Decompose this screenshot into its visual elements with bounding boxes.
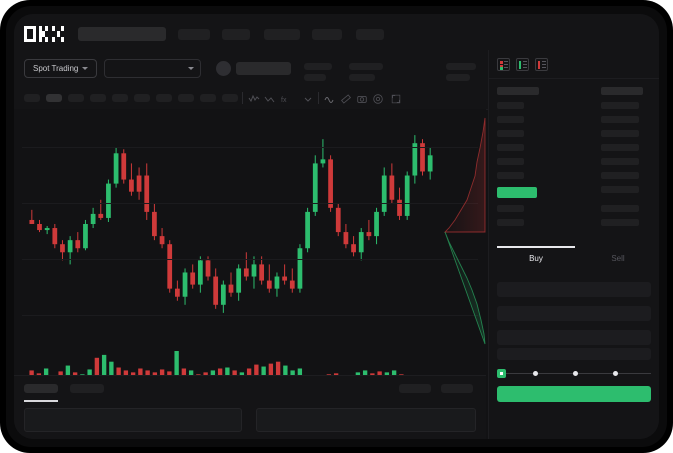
orderbook-right-row[interactable]: [601, 144, 639, 151]
nav-item-2[interactable]: [222, 29, 250, 40]
bottom-tab-active-indicator: [24, 400, 58, 402]
timeframe-1[interactable]: [24, 94, 40, 102]
orderbook-right-row[interactable]: [601, 130, 639, 137]
slider-stop-50[interactable]: [573, 370, 578, 376]
orderbook-mode-group: [497, 58, 548, 71]
order-type-field[interactable]: [497, 282, 651, 297]
orderbook-bid-row[interactable]: [497, 219, 524, 226]
orderbook-ask-row[interactable]: [497, 158, 524, 165]
orderbook-right-row[interactable]: [601, 186, 639, 193]
timeframe-9[interactable]: [200, 94, 216, 102]
amount-percent-slider[interactable]: [497, 368, 651, 378]
orderbook-ask-row[interactable]: [497, 116, 524, 123]
fullscreen-icon[interactable]: [390, 92, 402, 104]
toolbar-divider: [242, 92, 243, 104]
timeframe-10[interactable]: [222, 94, 238, 102]
candlestick-icon[interactable]: [248, 92, 260, 104]
stat-24h-change-sub: [349, 74, 375, 81]
slider-handle[interactable]: [497, 369, 506, 378]
depth-chart-overlay: [439, 114, 486, 346]
stat-24h-high-sub: [446, 74, 470, 81]
trading-pair-select[interactable]: [104, 59, 201, 78]
orderbook-right-row[interactable]: [601, 116, 639, 123]
bottom-panel: [14, 375, 486, 439]
chevron-down-icon[interactable]: [302, 92, 314, 104]
orderbook-mode-bids[interactable]: [516, 58, 529, 71]
orderbook-right-row[interactable]: [601, 158, 639, 165]
coin-avatar: [216, 61, 231, 76]
orderbook-and-order-form: Buy Sell: [488, 50, 659, 439]
device-bezel: Spot Trading: [6, 6, 667, 447]
candlestick-chart[interactable]: [14, 109, 486, 339]
timeframe-5[interactable]: [112, 94, 128, 102]
tab-buy[interactable]: Buy: [529, 254, 543, 263]
chevron-down-icon: [188, 67, 194, 70]
order-tab-active-indicator: [497, 246, 575, 248]
global-search-input[interactable]: [78, 27, 166, 41]
candlestick-series: [29, 135, 433, 313]
bottom-panel-left: [24, 408, 242, 432]
orderbook-right-row[interactable]: [601, 219, 639, 226]
toolbar-divider: [318, 92, 319, 104]
orderbook-divider: [489, 78, 659, 79]
bottom-action-2[interactable]: [441, 384, 473, 393]
bottom-action-1[interactable]: [399, 384, 431, 393]
orderbook-bid-row[interactable]: [497, 205, 524, 212]
market-mode-selector[interactable]: Spot Trading: [24, 59, 98, 78]
timeframe-8[interactable]: [178, 94, 194, 102]
orderbook-right-row[interactable]: [601, 102, 639, 109]
orderbook-header-right: [601, 87, 643, 95]
bottom-tab-open-orders[interactable]: [24, 384, 58, 393]
chart-column: [14, 109, 486, 439]
stat-last-price: [304, 63, 332, 70]
line-chart-icon[interactable]: [264, 92, 276, 104]
settings-icon[interactable]: [372, 92, 384, 104]
timeframe-2[interactable]: [46, 94, 62, 102]
camera-icon[interactable]: [356, 92, 368, 104]
timeframe-7[interactable]: [156, 94, 172, 102]
svg-text:fx: fx: [281, 97, 287, 104]
stat-last-price-sub: [304, 74, 326, 81]
orderbook-header-left: [497, 87, 539, 95]
bottom-panel-right: [256, 408, 476, 432]
price-field[interactable]: [497, 306, 651, 321]
ruler-icon[interactable]: [340, 92, 352, 104]
tab-sell[interactable]: Sell: [611, 254, 625, 263]
slider-stop-75[interactable]: [613, 370, 618, 376]
orderbook-ask-row[interactable]: [497, 172, 524, 179]
orderbook-ask-row[interactable]: [497, 144, 524, 151]
orderbook-right-row[interactable]: [601, 172, 639, 179]
amount-field[interactable]: [497, 330, 651, 345]
app-header: [14, 14, 659, 50]
nav-item-4[interactable]: [312, 29, 342, 40]
timeframe-6[interactable]: [134, 94, 150, 102]
pair-name-label: [236, 62, 291, 75]
nav-item-1[interactable]: [178, 29, 210, 40]
indicator-icon[interactable]: fx: [280, 92, 292, 104]
chevron-down-icon: [82, 67, 89, 70]
slider-stop-25[interactable]: [533, 370, 538, 376]
submit-buy-button[interactable]: [497, 386, 651, 402]
total-field[interactable]: [497, 348, 651, 360]
timeframe-4[interactable]: [90, 94, 106, 102]
nav-item-5[interactable]: [356, 29, 384, 40]
app-screen: Spot Trading: [14, 14, 659, 439]
bottom-tab-order-history[interactable]: [70, 384, 104, 393]
orderbook-ask-row[interactable]: [497, 102, 524, 109]
wave-icon[interactable]: [324, 92, 336, 104]
timeframe-3[interactable]: [68, 94, 84, 102]
nav-item-3[interactable]: [264, 29, 300, 40]
order-form-tabs: Buy Sell: [489, 246, 659, 272]
orderbook-ask-row[interactable]: [497, 130, 524, 137]
orderbook-spread-highlight: [497, 187, 537, 198]
orderbook-right-row[interactable]: [601, 205, 639, 212]
orderbook-mode-asks[interactable]: [535, 58, 548, 71]
stat-24h-change: [349, 63, 383, 70]
orderbook-mode-both[interactable]: [497, 58, 510, 71]
stat-24h-high: [446, 63, 476, 70]
market-mode-label: Spot Trading: [33, 64, 79, 73]
okx-logo[interactable]: [24, 26, 68, 42]
